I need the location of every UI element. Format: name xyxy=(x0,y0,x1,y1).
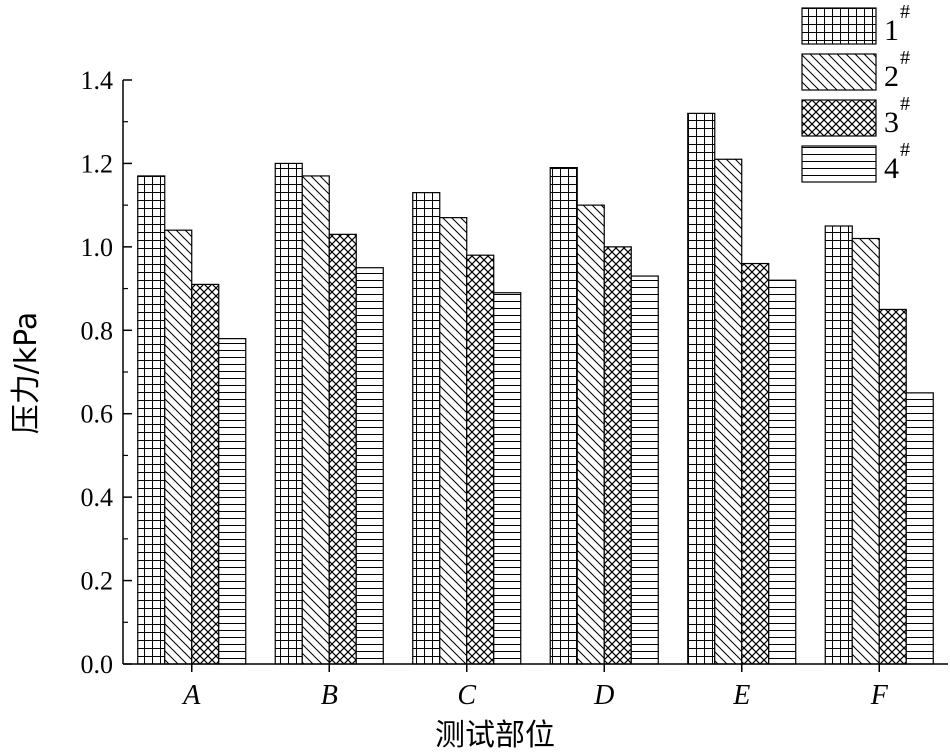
bar-series-2-D xyxy=(576,204,605,665)
bar-series-3-D xyxy=(603,246,632,665)
y-tick-label: 0.2 xyxy=(81,567,114,596)
legend-label-4: 4 xyxy=(884,152,899,185)
y-tick-label: 0.0 xyxy=(81,650,114,679)
legend-label-2: 2 xyxy=(884,60,899,93)
bar-series-1-F xyxy=(824,225,853,665)
bar-series-4-B xyxy=(355,267,384,665)
bar-series-4-C xyxy=(493,292,522,665)
legend: 1#2#3#4# xyxy=(801,1,910,185)
legend-swatch-2 xyxy=(801,53,877,91)
y-tick-label: 1.4 xyxy=(81,66,114,95)
x-axis-title: 测试部位 xyxy=(435,718,555,753)
x-tick-label: D xyxy=(593,680,614,711)
y-axis-title: 压力/kPa xyxy=(9,312,44,435)
x-tick-label: A xyxy=(181,680,201,711)
legend-label-1: 1 xyxy=(884,14,899,47)
legend-swatch-1 xyxy=(801,7,877,45)
x-tick-label: C xyxy=(457,680,476,711)
x-tick-label: E xyxy=(732,680,750,711)
bar-series-4-D xyxy=(630,275,659,665)
bar-series-1-D xyxy=(549,167,578,665)
bar-series-4-F xyxy=(905,392,934,665)
legend-label-sup-3: # xyxy=(900,93,910,115)
bar-series-3-E xyxy=(741,262,770,665)
y-tick-label: 0.8 xyxy=(81,316,114,345)
y-tick-label: 1.0 xyxy=(81,233,114,262)
bar-series-2-C xyxy=(439,217,468,665)
bar-series-1-B xyxy=(274,162,303,665)
bar-series-2-E xyxy=(714,158,743,665)
y-tick-label: 1.2 xyxy=(81,149,114,178)
bar-series-2-B xyxy=(301,175,330,665)
y-tick-label: 0.4 xyxy=(81,483,114,512)
bar-series-2-F xyxy=(851,237,880,665)
x-tick-label: F xyxy=(870,680,889,711)
legend-label-sup-2: # xyxy=(900,47,910,69)
bar-series-1-A xyxy=(137,175,166,665)
bar-series-1-E xyxy=(687,112,716,665)
bar-series-3-A xyxy=(191,283,220,665)
legend-label-3: 3 xyxy=(884,106,899,139)
bar-series-4-A xyxy=(218,338,247,665)
legend-label-sup-4: # xyxy=(900,139,910,161)
x-tick-label: B xyxy=(321,680,338,711)
bar-series-2-A xyxy=(164,229,193,665)
bar-series-4-E xyxy=(768,279,797,665)
bar-series-3-C xyxy=(466,254,495,665)
y-tick-label: 0.6 xyxy=(81,400,114,429)
legend-label-sup-1: # xyxy=(900,1,910,23)
bars-layer xyxy=(137,112,934,665)
bar-series-3-F xyxy=(878,308,907,665)
bar-series-3-B xyxy=(328,233,357,665)
legend-swatch-3 xyxy=(801,99,877,137)
axes-layer: 0.0 0.2 0.4 0.6 0.8 1.0 1.2 1.4 A B C D E F xyxy=(81,66,948,711)
legend-swatch-4 xyxy=(801,145,877,183)
bar-series-1-C xyxy=(412,192,441,665)
